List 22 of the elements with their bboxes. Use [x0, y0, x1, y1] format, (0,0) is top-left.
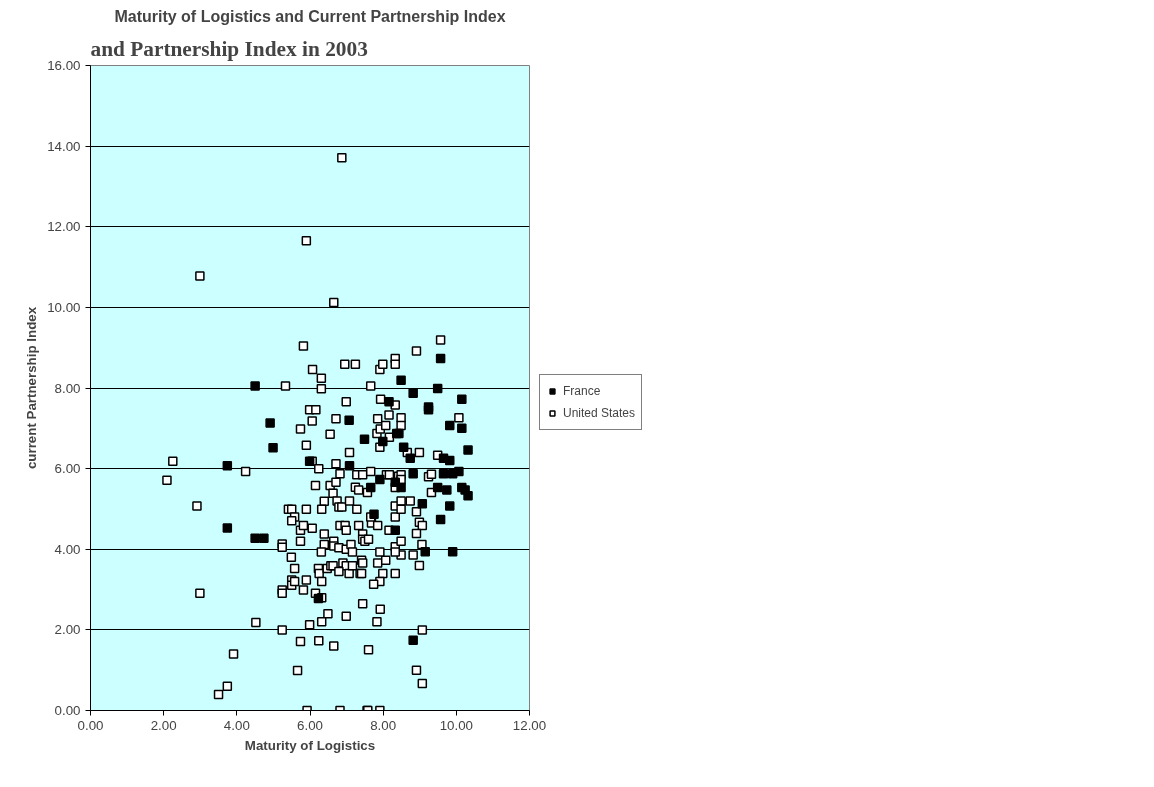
- x-tick-label: 6.00: [297, 717, 323, 733]
- y-tick-label: 12.00: [47, 219, 81, 235]
- legend-label: United States: [563, 406, 636, 420]
- y-tick-label: 16.00: [47, 58, 81, 73]
- x-axis-title: Maturity of Logistics: [244, 737, 376, 753]
- x-tick-label: 8.00: [370, 717, 397, 733]
- x-tick-label: 0.00: [77, 717, 104, 733]
- y-axis-title: current Partnership Index: [24, 306, 40, 470]
- x-tick-label: 4.00: [223, 717, 250, 733]
- y-tick-label: 2.00: [54, 622, 81, 638]
- y-tick-label: 6.00: [54, 461, 81, 477]
- y-tick-label: 8.00: [54, 380, 81, 396]
- x-tick-label: 12.00: [512, 717, 547, 733]
- y-tick-label: 4.00: [54, 541, 81, 557]
- y-tick-label: 14.00: [47, 138, 81, 154]
- y-tick-label: 0.00: [54, 703, 81, 718]
- y-tick-label: 10.00: [47, 299, 81, 315]
- text: and Partnership Index in 2003: [90, 36, 368, 61]
- chart-title: Maturity of Logistics and Current Partnership Index: [114, 7, 506, 25]
- x-tick-label: 10.00: [439, 717, 474, 733]
- legend-label: France: [563, 384, 601, 398]
- x-tick-label: 2.00: [150, 717, 177, 733]
